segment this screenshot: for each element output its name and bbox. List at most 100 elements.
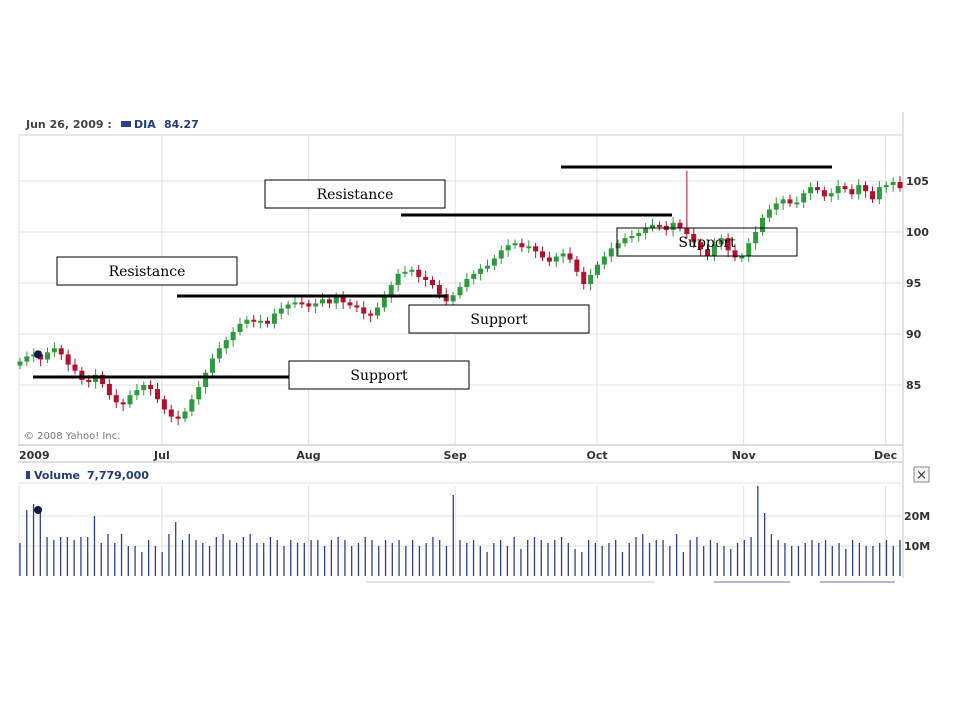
candle-body — [196, 387, 202, 400]
candle — [670, 216, 676, 237]
candle — [856, 179, 862, 200]
candle-body — [237, 323, 243, 332]
candle-body — [732, 250, 738, 258]
candle-body — [464, 278, 470, 288]
candle — [512, 239, 518, 249]
date-tick-label: Nov — [732, 449, 757, 462]
candle — [615, 239, 621, 255]
candle — [471, 270, 477, 285]
candle — [423, 270, 429, 287]
candle — [299, 296, 305, 308]
candle-body — [24, 356, 30, 362]
header-price: 84.27 — [164, 118, 199, 131]
candle — [711, 238, 717, 262]
candle-body — [299, 302, 305, 305]
candle — [361, 301, 367, 320]
candle — [601, 251, 607, 270]
candle-body — [45, 352, 50, 360]
candle-body — [581, 271, 587, 285]
candle-body — [636, 233, 642, 237]
candle — [258, 314, 264, 329]
close-button[interactable]: × — [913, 466, 930, 483]
candle — [574, 255, 580, 277]
candle-body — [148, 385, 154, 390]
candle — [629, 230, 635, 243]
candle-body — [842, 186, 848, 190]
candle-body — [498, 250, 504, 259]
candle — [141, 381, 147, 396]
candle-body — [223, 340, 229, 349]
candle — [189, 394, 195, 417]
candle-body — [258, 320, 264, 323]
candle-body — [718, 238, 724, 245]
candle-body — [79, 370, 85, 380]
candle-body — [409, 269, 415, 272]
candle-body — [51, 348, 57, 353]
candle — [718, 234, 724, 250]
candle — [72, 358, 78, 375]
candle-body — [106, 383, 112, 396]
candle-body — [65, 354, 71, 365]
hover-marker-dot — [34, 350, 42, 359]
candle-body — [773, 203, 779, 210]
candle — [45, 347, 50, 364]
candle — [381, 291, 387, 313]
candle — [760, 214, 765, 236]
candle-body — [31, 354, 37, 357]
candle — [196, 381, 202, 405]
candle — [326, 295, 332, 308]
candle-body — [512, 243, 518, 246]
candle-body — [182, 411, 188, 419]
date-axis-ticks: 2009 Jul Aug Sep Oct Nov Dec — [19, 449, 897, 462]
candle-body — [402, 271, 408, 274]
candle-body — [835, 186, 841, 194]
candle-body — [815, 187, 820, 191]
candle-body — [134, 390, 140, 396]
annotation-label: Support — [350, 368, 408, 384]
candle-body — [519, 243, 525, 248]
candle — [698, 238, 704, 256]
candle-body — [347, 302, 353, 306]
annotation-resistance-1: Resistance — [56, 256, 238, 286]
candle-body — [395, 273, 401, 286]
candle — [870, 186, 875, 203]
candle — [155, 383, 160, 403]
candle — [265, 317, 270, 328]
candle — [58, 344, 64, 361]
candle — [244, 316, 250, 329]
candle-body — [306, 303, 312, 307]
candle — [739, 252, 745, 263]
candle-body — [615, 243, 621, 249]
candle — [766, 204, 772, 223]
candle — [251, 314, 257, 328]
candle-body — [574, 259, 580, 272]
candle — [732, 244, 738, 262]
candle — [203, 369, 209, 394]
candle — [705, 244, 710, 261]
candle — [464, 272, 470, 292]
candle-body — [141, 385, 147, 391]
candle — [828, 188, 834, 202]
candle — [313, 298, 319, 314]
candle-body — [567, 253, 573, 260]
candle — [560, 248, 566, 264]
candle — [890, 177, 896, 192]
candle-body — [629, 236, 635, 239]
candle — [223, 336, 229, 354]
candle — [340, 291, 346, 310]
candle — [808, 182, 814, 200]
candle — [134, 384, 140, 400]
candle-body — [416, 269, 422, 277]
candle — [375, 302, 380, 320]
trend-lines — [33, 165, 832, 379]
candle — [31, 348, 37, 363]
candle-body — [168, 409, 174, 417]
candle-body — [375, 307, 380, 316]
annotation-resistance-2: Resistance — [264, 179, 446, 209]
candle-body — [711, 244, 717, 257]
price-tick-label: 95 — [906, 277, 921, 290]
candle-body — [684, 227, 690, 235]
candle — [540, 246, 545, 262]
